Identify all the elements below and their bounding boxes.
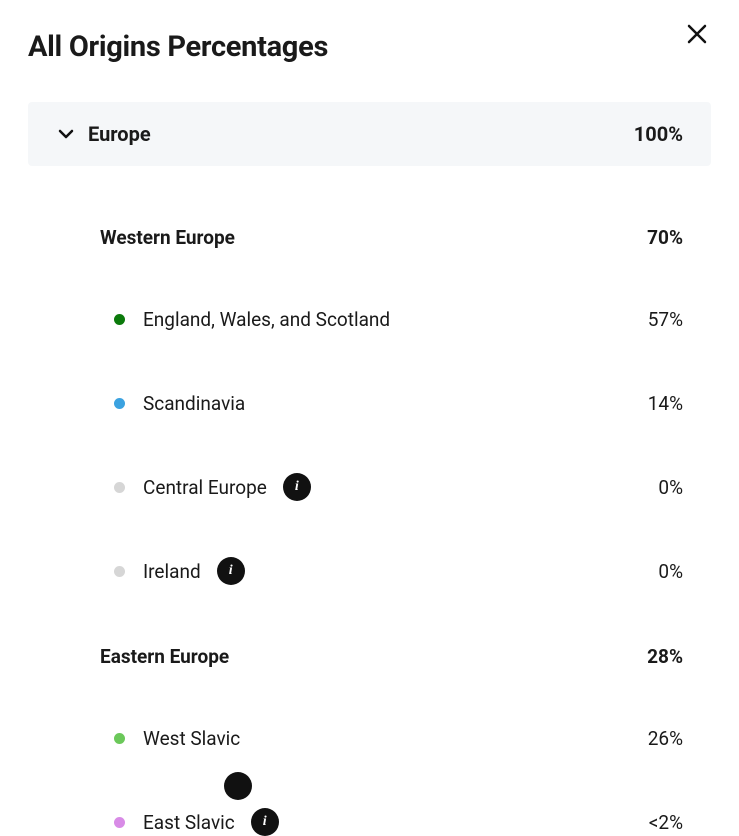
origin-name: Central Europe: [143, 476, 267, 499]
subregion-row-western-europe[interactable]: Western Europe 70%: [28, 226, 711, 249]
origin-pct: 26%: [648, 727, 683, 750]
origin-row[interactable]: West Slavic 26%: [28, 724, 711, 752]
origin-row[interactable]: Scandinavia 14%: [28, 389, 711, 417]
origins-list: Europe 100% Western Europe 70% England, …: [0, 64, 739, 836]
info-icon[interactable]: i: [283, 473, 311, 501]
origin-row[interactable]: Ireland i 0%: [28, 557, 711, 585]
info-icon[interactable]: [224, 772, 252, 800]
subregion-pct: 70%: [647, 226, 683, 249]
info-icon[interactable]: i: [217, 557, 245, 585]
origin-pct: 14%: [648, 392, 683, 415]
origin-row[interactable]: Central Europe i 0%: [28, 473, 711, 501]
continent-pct: 100%: [634, 122, 683, 146]
origin-pct: 0%: [658, 476, 683, 499]
origin-name: Scandinavia: [143, 392, 245, 415]
color-dot: [114, 817, 125, 828]
color-dot: [114, 398, 125, 409]
origin-pct: 57%: [648, 308, 683, 331]
origin-name: Ireland: [143, 560, 201, 583]
origin-name: England, Wales, and Scotland: [143, 308, 390, 331]
origin-row[interactable]: East Slavic i <2%: [28, 808, 711, 836]
subregion-row-eastern-europe[interactable]: Eastern Europe 28%: [28, 645, 711, 668]
close-icon[interactable]: [683, 20, 711, 52]
color-dot: [114, 482, 125, 493]
color-dot: [114, 314, 125, 325]
color-dot: [114, 566, 125, 577]
info-icon[interactable]: i: [251, 808, 279, 836]
origin-name: West Slavic: [143, 727, 240, 750]
color-dot: [114, 733, 125, 744]
origin-row[interactable]: England, Wales, and Scotland 57%: [28, 305, 711, 333]
continent-row-europe[interactable]: Europe 100%: [28, 102, 711, 166]
subregion-name: Eastern Europe: [100, 645, 647, 668]
subregion-pct: 28%: [647, 645, 683, 668]
subregion-name: Western Europe: [100, 226, 647, 249]
continent-name: Europe: [88, 122, 634, 146]
page-title: All Origins Percentages: [28, 30, 328, 64]
origin-name: East Slavic: [143, 811, 235, 834]
origin-pct: 0%: [658, 560, 683, 583]
origin-pct: <2%: [649, 811, 683, 834]
chevron-down-icon: [58, 126, 74, 142]
